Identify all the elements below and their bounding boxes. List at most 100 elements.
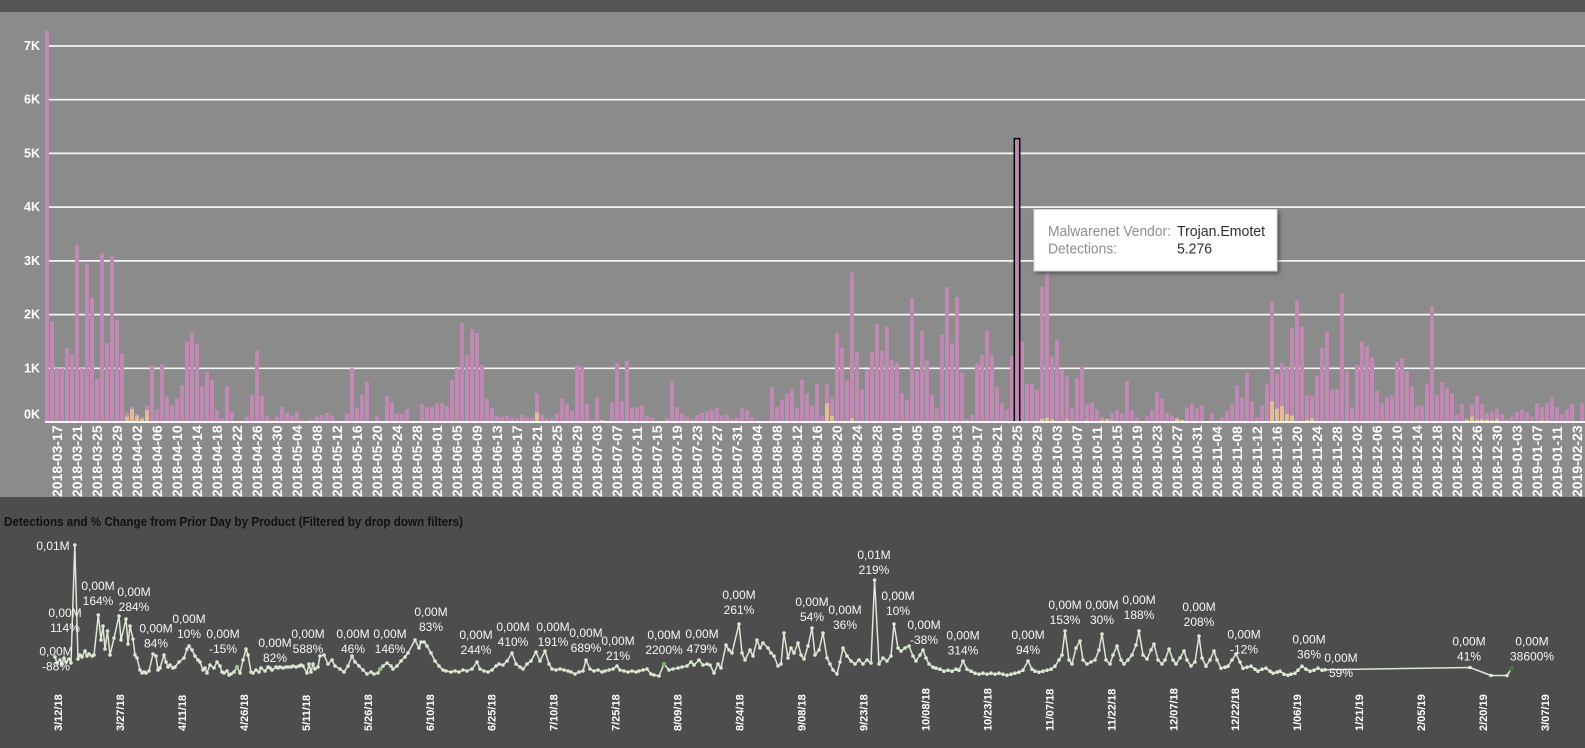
svg-text:0,00M: 0,00M	[206, 627, 239, 641]
svg-text:261%: 261%	[724, 603, 755, 617]
svg-text:2/20/19: 2/20/19	[1478, 694, 1490, 731]
svg-text:3/12/18: 3/12/18	[53, 694, 65, 731]
svg-text:1K: 1K	[24, 361, 40, 375]
svg-text:0,00M: 0,00M	[1227, 628, 1260, 642]
svg-text:2018-04-02: 2018-04-02	[129, 425, 145, 497]
svg-text:6/10/18: 6/10/18	[425, 694, 437, 731]
svg-text:0,00M: 0,00M	[907, 618, 940, 632]
svg-text:10/08/18: 10/08/18	[920, 688, 932, 731]
svg-text:0,00M: 0,00M	[828, 603, 861, 617]
svg-text:2018-07-11: 2018-07-11	[629, 426, 645, 497]
svg-text:2018-10-11: 2018-10-11	[1089, 426, 1105, 497]
svg-text:2018-08-12: 2018-08-12	[789, 425, 805, 497]
svg-text:4/11/18: 4/11/18	[177, 695, 189, 731]
svg-text:2018-09-29: 2018-09-29	[1029, 425, 1045, 497]
svg-text:0,00M: 0,00M	[336, 627, 369, 641]
svg-text:2019-01-07: 2019-01-07	[1529, 425, 1545, 497]
svg-text:Detections and % Change from P: Detections and % Change from Prior Day b…	[4, 515, 463, 529]
svg-text:0,00M: 0,00M	[172, 612, 205, 626]
svg-text:2018-06-21: 2018-06-21	[529, 425, 545, 497]
svg-text:0,00M: 0,00M	[1324, 651, 1357, 665]
svg-text:2018-11-24: 2018-11-24	[1309, 426, 1325, 497]
svg-text:41%: 41%	[1457, 650, 1481, 664]
svg-text:2018-10-23: 2018-10-23	[1149, 425, 1165, 497]
svg-text:2018-08-28: 2018-08-28	[869, 425, 885, 497]
svg-text:84%: 84%	[144, 637, 168, 651]
svg-text:2018-08-20: 2018-08-20	[829, 425, 845, 497]
svg-text:2018-06-09: 2018-06-09	[469, 425, 485, 497]
svg-text:82%: 82%	[263, 651, 287, 665]
svg-text:2019-02-23: 2019-02-23	[1569, 425, 1585, 497]
svg-text:59%: 59%	[1329, 666, 1353, 680]
svg-text:410%: 410%	[498, 635, 529, 649]
svg-text:-15%: -15%	[209, 642, 237, 656]
svg-text:2K: 2K	[24, 308, 40, 322]
svg-text:2/05/19: 2/05/19	[1416, 694, 1428, 731]
svg-text:2018-12-14: 2018-12-14	[1409, 425, 1425, 497]
svg-text:2018-06-01: 2018-06-01	[429, 425, 445, 497]
svg-text:2018-11-28: 2018-11-28	[1329, 426, 1345, 497]
svg-text:0,00M: 0,00M	[722, 588, 755, 602]
svg-text:10%: 10%	[886, 604, 910, 618]
svg-text:2018-08-08: 2018-08-08	[769, 425, 785, 497]
svg-text:0,00M: 0,00M	[795, 595, 828, 609]
svg-text:0,00M: 0,00M	[685, 627, 718, 641]
svg-text:0,00M: 0,00M	[81, 579, 114, 593]
svg-text:0,00M: 0,00M	[1122, 593, 1155, 607]
svg-text:3/07/19: 3/07/19	[1540, 694, 1552, 731]
svg-text:1/21/19: 1/21/19	[1354, 694, 1366, 731]
svg-text:11/22/18: 11/22/18	[1106, 689, 1118, 731]
svg-text:5/11/18: 5/11/18	[301, 695, 313, 731]
svg-text:314%: 314%	[948, 644, 979, 658]
svg-text:2018-03-29: 2018-03-29	[109, 425, 125, 497]
svg-text:2018-11-12: 2018-11-12	[1249, 426, 1265, 497]
svg-text:0,00M: 0,00M	[48, 606, 81, 620]
svg-text:0,00M: 0,00M	[1182, 600, 1215, 614]
svg-text:2018-04-30: 2018-04-30	[269, 425, 285, 497]
svg-text:0,00M: 0,00M	[1011, 628, 1044, 642]
svg-text:2018-05-20: 2018-05-20	[369, 425, 385, 497]
svg-text:9/23/18: 9/23/18	[859, 694, 871, 731]
svg-text:Trojan.Emotet: Trojan.Emotet	[1177, 223, 1266, 240]
svg-text:219%: 219%	[859, 563, 890, 577]
svg-text:0,00M: 0,00M	[117, 585, 150, 599]
svg-text:4/26/18: 4/26/18	[239, 694, 251, 731]
svg-text:191%: 191%	[538, 635, 569, 649]
svg-text:2018-07-15: 2018-07-15	[649, 425, 665, 497]
svg-text:5.276: 5.276	[1177, 241, 1212, 258]
svg-text:7K: 7K	[24, 39, 40, 53]
svg-text:0,00M: 0,00M	[258, 636, 291, 650]
svg-text:2018-06-17: 2018-06-17	[509, 425, 525, 497]
svg-text:2018-04-26: 2018-04-26	[249, 425, 265, 497]
svg-text:0,00M: 0,00M	[496, 620, 529, 634]
svg-text:2018-12-26: 2018-12-26	[1469, 425, 1485, 497]
svg-text:5/26/18: 5/26/18	[363, 694, 375, 731]
svg-text:2018-09-05: 2018-09-05	[909, 425, 925, 497]
svg-text:153%: 153%	[1050, 613, 1081, 627]
svg-text:3/27/18: 3/27/18	[115, 694, 127, 731]
svg-text:0,01M: 0,01M	[36, 539, 69, 553]
svg-text:2018-07-07: 2018-07-07	[609, 425, 625, 497]
svg-text:46%: 46%	[341, 642, 365, 656]
svg-text:3K: 3K	[24, 254, 40, 268]
svg-text:2018-06-25: 2018-06-25	[549, 425, 565, 497]
svg-text:0,00M: 0,00M	[647, 628, 680, 642]
svg-text:2018-09-21: 2018-09-21	[989, 425, 1005, 497]
svg-text:0,00M: 0,00M	[881, 589, 914, 603]
svg-text:8/09/18: 8/09/18	[673, 694, 685, 731]
svg-text:21%: 21%	[606, 649, 630, 663]
svg-text:7/25/18: 7/25/18	[611, 694, 623, 731]
svg-text:2018-05-12: 2018-05-12	[329, 425, 345, 497]
svg-text:0,00M: 0,00M	[946, 629, 979, 643]
svg-text:0,00M: 0,00M	[1292, 633, 1325, 647]
svg-text:83%: 83%	[419, 620, 443, 634]
svg-text:2018-06-13: 2018-06-13	[489, 425, 505, 497]
svg-text:0,00M: 0,00M	[1452, 635, 1485, 649]
svg-text:2018-07-27: 2018-07-27	[709, 425, 725, 497]
svg-text:2018-10-15: 2018-10-15	[1109, 425, 1125, 497]
svg-text:2019-01-11: 2019-01-11	[1549, 426, 1565, 497]
svg-text:2018-05-24: 2018-05-24	[389, 425, 405, 497]
svg-text:2018-04-14: 2018-04-14	[189, 425, 205, 497]
svg-text:114%: 114%	[50, 621, 80, 635]
svg-text:12/22/18: 12/22/18	[1230, 688, 1242, 731]
